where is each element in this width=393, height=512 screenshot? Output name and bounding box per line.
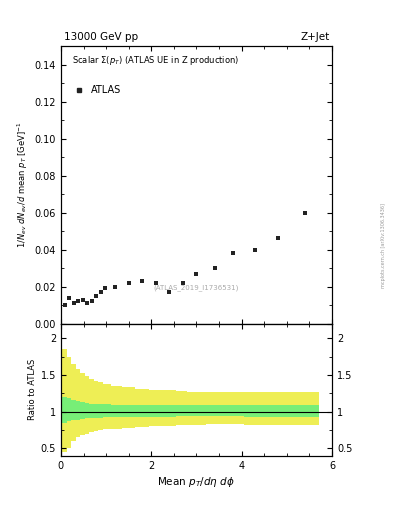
Text: ATLAS: ATLAS [91, 86, 121, 95]
Y-axis label: Ratio to ATLAS: Ratio to ATLAS [28, 359, 37, 420]
Text: Scalar $\Sigma(p_T)$ (ATLAS UE in Z production): Scalar $\Sigma(p_T)$ (ATLAS UE in Z prod… [72, 54, 239, 68]
Text: 13000 GeV pp: 13000 GeV pp [64, 32, 138, 42]
Text: Z+Jet: Z+Jet [300, 32, 329, 42]
X-axis label: Mean $p_T/d\eta\ d\phi$: Mean $p_T/d\eta\ d\phi$ [158, 475, 235, 489]
Text: mcplots.cern.ch [arXiv:1306.3436]: mcplots.cern.ch [arXiv:1306.3436] [381, 203, 386, 288]
Y-axis label: $1/N_{ev}\ dN_{ev}/d\ \mathrm{mean}\ p_T\ [\mathrm{GeV}]^{-1}$: $1/N_{ev}\ dN_{ev}/d\ \mathrm{mean}\ p_T… [16, 121, 30, 248]
Text: (ATLAS_2019_I1736531): (ATLAS_2019_I1736531) [154, 284, 239, 291]
